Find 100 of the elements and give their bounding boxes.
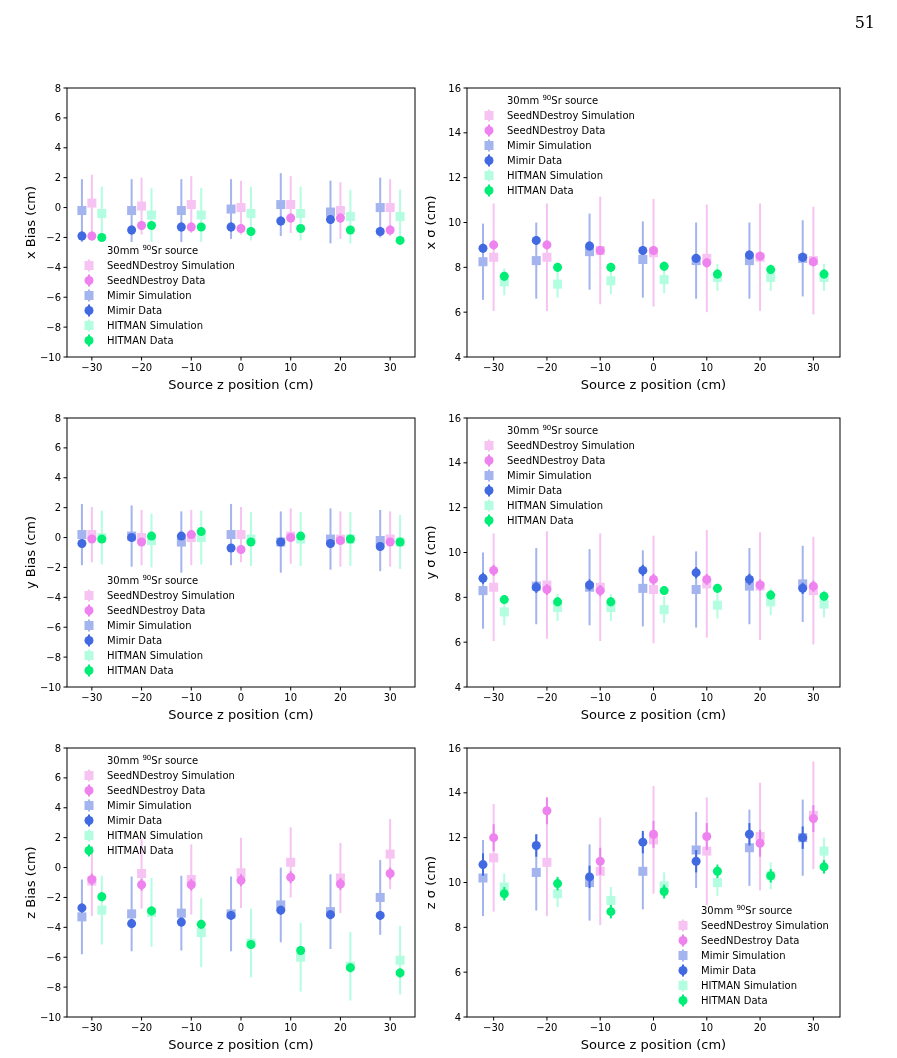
y-axis-title: y σ (cm) [423, 525, 438, 580]
x-axis-title: Source z position (cm) [580, 707, 727, 722]
y-tick-label: 4 [54, 802, 61, 814]
y-tick-label: 6 [54, 442, 61, 454]
y-tick-label: −2 [46, 231, 61, 243]
y-tick-label: 10 [448, 547, 461, 558]
x-tick-label: 20 [334, 362, 347, 373]
y-tick-label: 10 [448, 217, 461, 228]
legend-label: SeedNDestroy Data [701, 935, 800, 946]
x-tick-label: −10 [180, 362, 202, 373]
y-axis-title: z σ (cm) [423, 855, 438, 910]
legend-label: HITMAN Simulation [701, 980, 797, 991]
legend-title: 30mm $^{90}$Sr source [107, 244, 199, 256]
x-tick-label: 30 [383, 362, 397, 373]
x-tick-label: 20 [334, 1022, 347, 1033]
legend-label: HITMAN Simulation [507, 500, 603, 511]
y-tick-label: −6 [46, 291, 61, 303]
x-tick-label: −10 [589, 692, 611, 703]
y-tick-label: 8 [454, 261, 461, 273]
y-tick-label: 16 [448, 412, 461, 424]
x-tick-label: −30 [81, 362, 103, 373]
legend-label: SeedNDestroy Simulation [107, 770, 235, 781]
x-tick-label: 30 [806, 1022, 820, 1033]
legend-label: HITMAN Simulation [107, 320, 203, 331]
y-tick-label: 2 [54, 832, 61, 844]
x-tick-label: −30 [81, 692, 103, 703]
y-tick-label: 12 [448, 832, 461, 844]
legend-label: HITMAN Data [701, 995, 768, 1006]
x-axis-title: Source z position (cm) [580, 1037, 727, 1052]
legend-label: Mimir Simulation [701, 950, 786, 961]
y-tick-label: 12 [448, 502, 461, 514]
y-tick-label: 14 [448, 457, 461, 469]
x-tick-label: −20 [536, 692, 558, 703]
y-tick-label: 4 [454, 351, 461, 363]
y-tick-label: −8 [46, 651, 61, 663]
x-tick-label: −10 [589, 362, 611, 373]
y-tick-label: 8 [454, 591, 461, 603]
x-tick-label: 0 [650, 692, 657, 703]
y-tick-label: −2 [46, 891, 61, 903]
y-tick-label: −6 [46, 951, 61, 963]
x-tick-label: 0 [650, 362, 657, 373]
legend-label: HITMAN Data [107, 845, 174, 856]
y-tick-label: 0 [54, 532, 61, 544]
y-tick-label: 12 [448, 172, 461, 184]
y-tick-label: −4 [46, 261, 61, 273]
y-tick-label: 4 [54, 472, 61, 484]
legend-label: SeedNDestroy Simulation [107, 590, 235, 601]
x-tick-label: −10 [589, 1022, 611, 1033]
legend-title: 30mm $^{90}$Sr source [107, 574, 199, 586]
x-tick-label: 30 [806, 692, 820, 703]
y-tick-label: −4 [46, 591, 61, 603]
y-tick-label: 6 [454, 306, 461, 318]
legend-label: HITMAN Data [107, 665, 174, 676]
legend-label: HITMAN Data [107, 335, 174, 346]
x-axis-title: Source z position (cm) [580, 377, 727, 392]
x-tick-label: 10 [700, 692, 714, 703]
y-tick-label: 8 [54, 742, 61, 754]
y-tick-label: −6 [46, 621, 61, 633]
y-tick-label: 16 [448, 742, 461, 754]
legend-label: Mimir Simulation [507, 140, 592, 151]
x-tick-label: −30 [483, 362, 505, 373]
y-tick-label: 2 [54, 502, 61, 514]
x-tick-label: 20 [753, 1022, 767, 1033]
legend-title: 30mm $^{90}$Sr source [507, 424, 599, 436]
legend-title: 30mm $^{90}$Sr source [107, 754, 199, 766]
legend-label: SeedNDestroy Data [507, 125, 606, 136]
legend-title: 30mm $^{90}$Sr source [507, 94, 599, 106]
y-tick-label: 4 [454, 1011, 461, 1023]
legend-label: SeedNDestroy Simulation [107, 260, 235, 271]
legend-label: Mimir Data [107, 815, 163, 826]
y-axis-title: z Bias (cm) [23, 846, 38, 919]
x-tick-label: 30 [383, 692, 397, 703]
y-tick-label: −4 [46, 921, 61, 933]
y-tick-label: 10 [448, 877, 461, 888]
y-tick-label: 8 [54, 412, 61, 424]
y-tick-label: 6 [54, 772, 61, 784]
legend-label: HITMAN Data [507, 185, 574, 196]
legend-label: SeedNDestroy Data [107, 275, 206, 286]
x-tick-label: 20 [753, 692, 767, 703]
y-tick-label: 6 [54, 112, 61, 124]
x-tick-label: −10 [180, 692, 202, 703]
legend-label: HITMAN Simulation [507, 170, 603, 181]
x-tick-label: 0 [237, 362, 245, 373]
x-tick-label: 30 [806, 362, 820, 373]
x-tick-label: 0 [650, 1022, 657, 1033]
legend-label: Mimir Simulation [107, 620, 192, 631]
y-tick-label: −8 [46, 981, 61, 993]
legend-label: SeedNDestroy Data [107, 785, 206, 796]
y-tick-label: −8 [46, 321, 61, 333]
x-tick-label: 0 [237, 692, 245, 703]
y-tick-label: 2 [54, 172, 61, 184]
x-tick-label: −20 [131, 362, 153, 373]
y-tick-label: 8 [454, 921, 461, 933]
legend-label: SeedNDestroy Simulation [507, 440, 635, 451]
y-tick-label: 16 [448, 82, 461, 94]
legend-label: SeedNDestroy Data [107, 605, 206, 616]
y-tick-label: −10 [39, 351, 61, 363]
legend-label: Mimir Data [107, 635, 163, 646]
legend-label: Mimir Simulation [107, 800, 192, 811]
y-tick-label: 0 [54, 862, 61, 874]
